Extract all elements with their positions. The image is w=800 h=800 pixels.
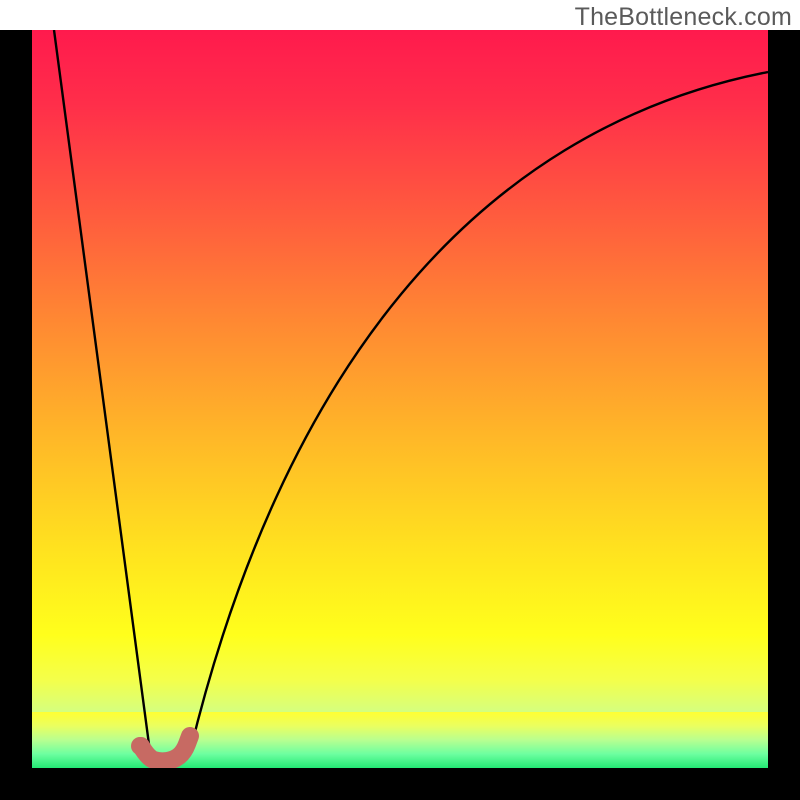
frame-right [768,30,800,800]
plot-area [32,30,768,768]
frame-bottom [0,768,800,800]
gradient-background [32,30,768,768]
chart-container: TheBottleneck.com [0,0,800,800]
watermark-text: TheBottleneck.com [575,3,792,32]
bottleneck-chart [32,30,768,768]
frame-left [0,30,32,800]
